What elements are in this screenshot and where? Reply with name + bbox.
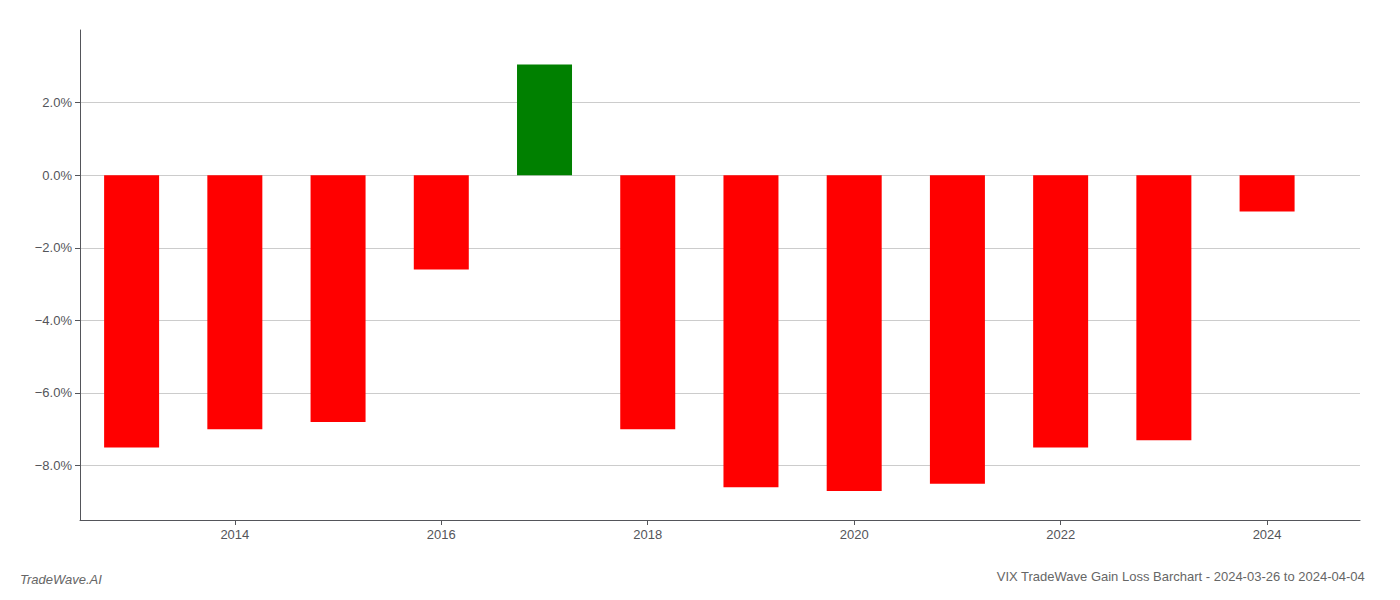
svg-text:TradeWave.AI: TradeWave.AI [20,572,102,587]
svg-text:0.0%: 0.0% [42,168,72,183]
svg-text:−6.0%: −6.0% [35,385,73,400]
svg-text:−8.0%: −8.0% [35,458,73,473]
svg-text:2024: 2024 [1253,527,1282,542]
svg-text:2014: 2014 [220,527,249,542]
svg-text:−4.0%: −4.0% [35,313,73,328]
svg-text:2016: 2016 [427,527,456,542]
svg-text:2022: 2022 [1046,527,1075,542]
svg-text:2.0%: 2.0% [42,95,72,110]
svg-text:VIX TradeWave Gain Loss Barcha: VIX TradeWave Gain Loss Barchart - 2024-… [997,569,1365,584]
svg-text:2020: 2020 [840,527,869,542]
svg-text:2018: 2018 [633,527,662,542]
svg-text:−2.0%: −2.0% [35,240,73,255]
